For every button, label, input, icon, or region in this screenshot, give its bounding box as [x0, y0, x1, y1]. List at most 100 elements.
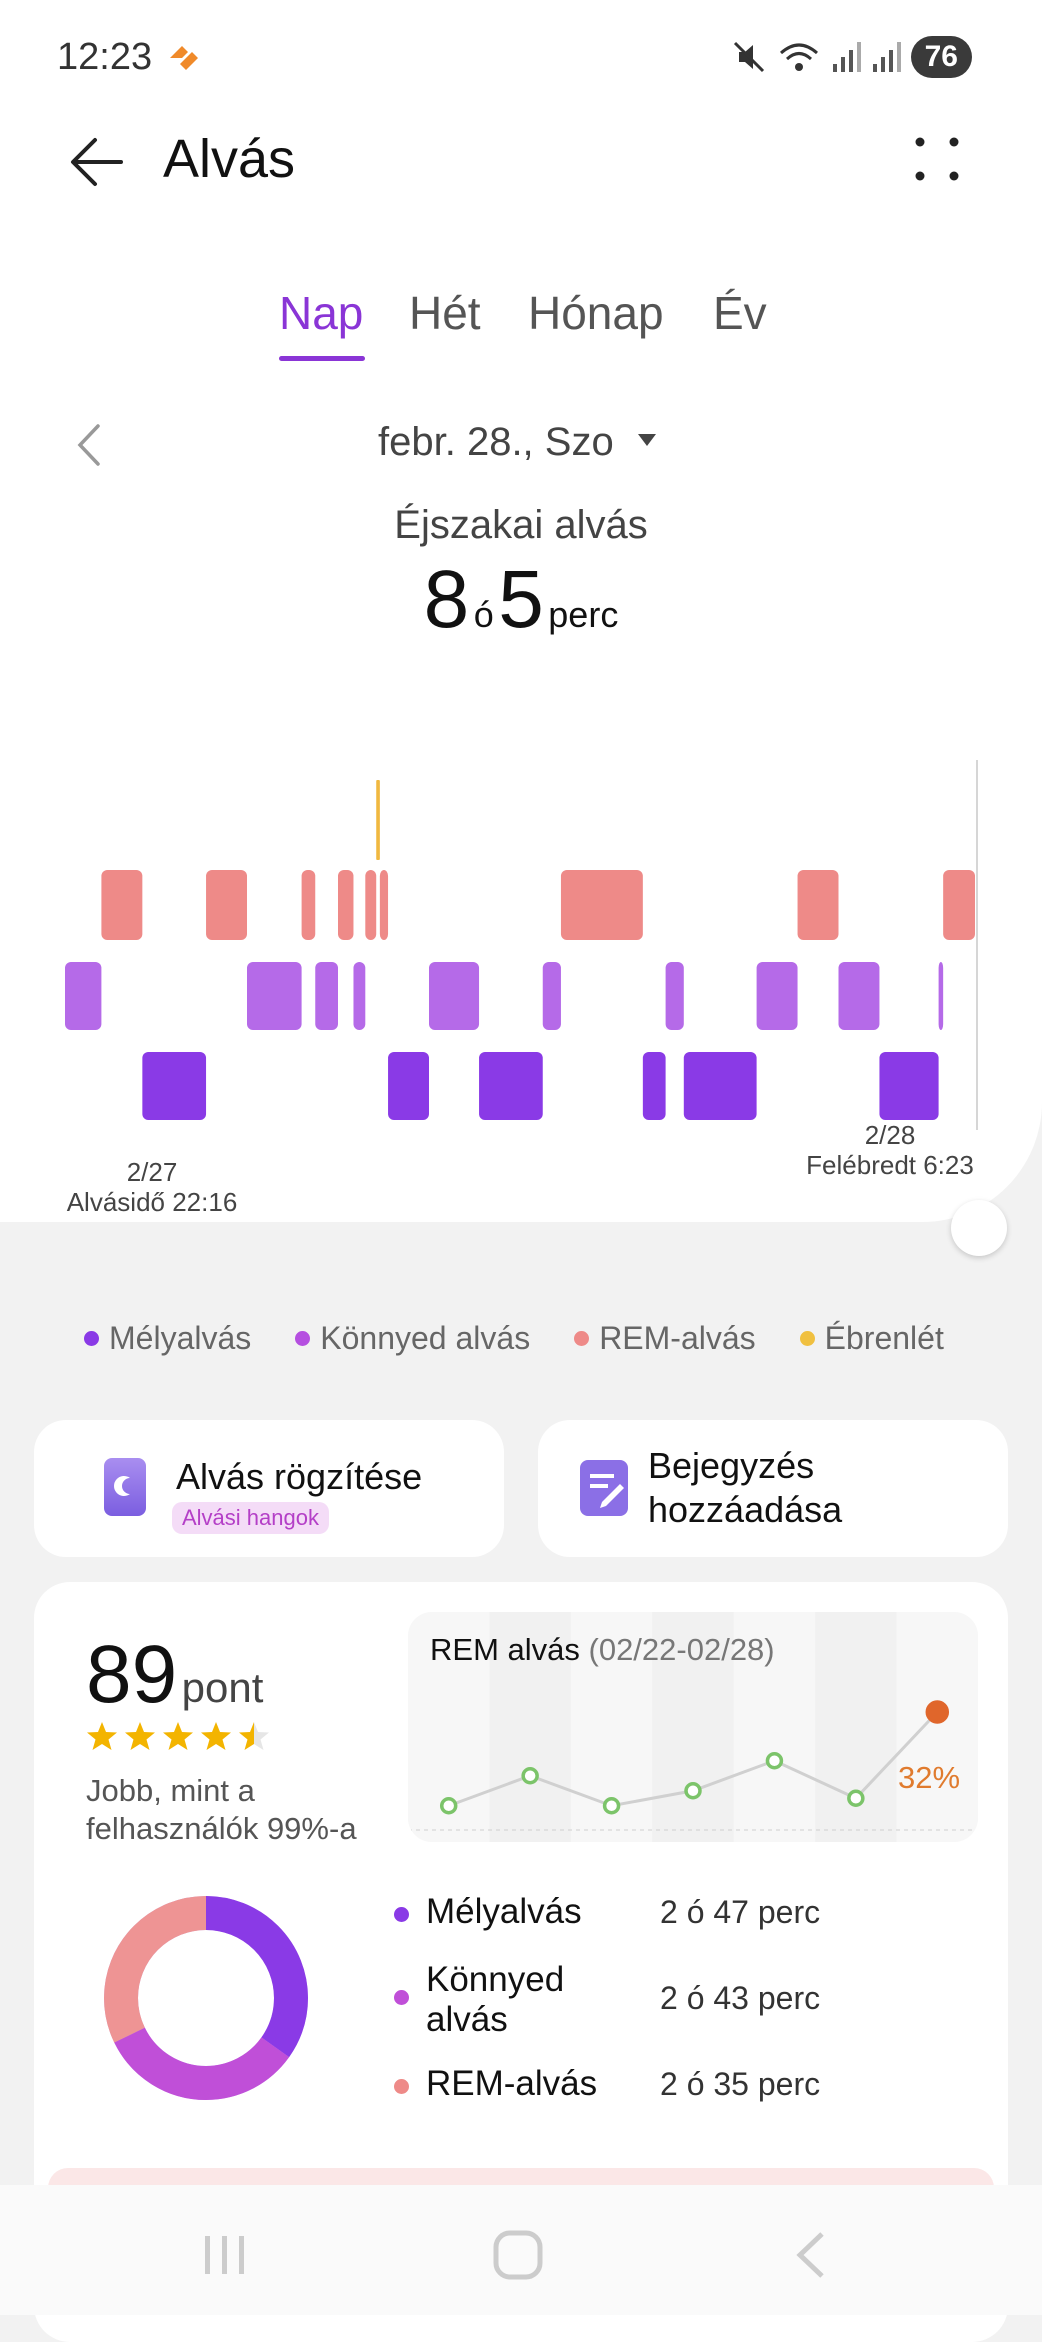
record-sleep-card[interactable]: Alvás rögzítése Alvási hangok — [34, 1420, 504, 1557]
sleep-duration: 8 ó 5 perc — [0, 553, 1042, 647]
recent-apps-icon[interactable] — [195, 2230, 255, 2280]
stage-duration: 2 ó 47 perc — [660, 1894, 821, 1930]
sleep-stage-segment — [206, 870, 247, 940]
stage-breakdown: Mélyalvás 2 ó 47 perc Könnyed alvás 2 ó … — [390, 1882, 990, 2140]
star-icon — [163, 1722, 193, 1750]
tab-month[interactable]: Hónap — [528, 287, 664, 339]
system-navigation-bar — [0, 2185, 1042, 2315]
legend-deep: Mélyalvás — [84, 1320, 251, 1357]
star-icon — [125, 1722, 155, 1750]
rem-trend-point — [847, 1789, 865, 1807]
app-notification-icon — [166, 40, 202, 75]
rem-trend-panel[interactable]: REM alvás (02/22-02/28) 32% — [408, 1612, 978, 1842]
half-star-icon — [239, 1722, 269, 1750]
stage-duration: 2 ó 35 perc — [660, 2066, 821, 2102]
sleep-stage-segment — [379, 870, 389, 940]
sleep-stage-segment — [101, 870, 143, 940]
sleep-stage-segment — [879, 1052, 939, 1120]
sleep-stage-segment — [542, 962, 561, 1030]
sleep-stage-segment — [938, 962, 944, 1030]
duration-minutes: 5 — [498, 554, 544, 645]
star-rating — [86, 1720, 286, 1765]
star-icon — [87, 1722, 117, 1750]
mute-icon — [733, 41, 764, 73]
page-title: Alvás — [163, 129, 296, 189]
sleep-stage-chart[interactable] — [0, 740, 1042, 1140]
active-tab-indicator — [279, 356, 365, 361]
tab-day[interactable]: Nap — [279, 287, 364, 339]
stage-distribution-donut — [104, 1896, 308, 2100]
legend-dot — [574, 1331, 590, 1346]
sleep-stage-segment — [479, 1052, 543, 1120]
chart-legend: Mélyalvás Könnyed alvás REM-alvás Ébrenl… — [84, 1320, 944, 1357]
sleep-stage-segment — [756, 962, 798, 1030]
sleep-stage-segment — [429, 962, 480, 1030]
tab-week[interactable]: Hét — [409, 287, 481, 339]
rem-trend-point — [602, 1797, 621, 1815]
stage-name: Mélyalvás — [426, 1892, 582, 1931]
sleep-stage-segment — [560, 870, 643, 940]
rem-trend-point — [439, 1797, 458, 1815]
sleep-stage-segment — [642, 1052, 666, 1120]
rem-trend-point — [521, 1767, 539, 1785]
sleep-stage-segment — [683, 1052, 757, 1120]
sleep-start-date: 2/27 — [126, 1157, 178, 1187]
sleep-stage-segment — [247, 962, 302, 1030]
legend-dot — [295, 1331, 311, 1346]
tab-year[interactable]: Év — [713, 287, 767, 339]
stage-name: REM-alvás — [426, 2064, 598, 2103]
legend-dot — [799, 1331, 815, 1346]
star-icon — [201, 1722, 231, 1750]
day-column — [896, 1612, 978, 1842]
wake-time: Felébredt 6:23 — [806, 1150, 974, 1180]
chart-scrubber-handle[interactable] — [951, 1200, 1007, 1256]
sleep-stage-segment — [943, 870, 975, 940]
home-icon[interactable] — [488, 2230, 548, 2280]
legend-dot — [84, 1331, 99, 1346]
sleep-stage-segment — [365, 870, 377, 940]
sleep-type-title: Éjszakai alvás — [394, 503, 648, 547]
sleep-stage-segment — [665, 962, 684, 1030]
sleep-stage-segment — [376, 780, 380, 860]
score-value: 89 — [86, 1629, 178, 1720]
day-column — [489, 1612, 571, 1842]
sleep-stage-segment — [797, 870, 839, 940]
date-selector[interactable]: febr. 28., Szo — [378, 420, 614, 464]
sleep-score: 89 pont — [86, 1628, 263, 1722]
stage-duration: 2 ó 43 perc — [660, 1980, 821, 2016]
rem-trend-point — [684, 1782, 702, 1800]
rem-trend-point — [765, 1752, 784, 1770]
stage-name: Könnyed alvás — [426, 1960, 565, 2039]
status-icons: 76 — [731, 36, 972, 78]
sleep-start-time: Alvásidő 22:16 — [66, 1187, 238, 1217]
sleep-stage-segment — [388, 1052, 429, 1120]
dropdown-caret-icon[interactable] — [636, 432, 658, 448]
sleep-stage-segment — [301, 870, 316, 940]
signal-icon-1 — [832, 42, 861, 72]
day-column — [815, 1612, 897, 1842]
rem-latest-value: 32% — [898, 1760, 961, 1795]
day-column — [652, 1612, 734, 1842]
sleep-stage-segment — [838, 962, 880, 1030]
score-unit: pont — [181, 1664, 264, 1711]
duration-hours-unit: ó — [473, 594, 494, 635]
stage-dot — [394, 2079, 409, 2094]
stage-dot — [394, 1907, 409, 1922]
duration-minutes-unit: perc — [548, 594, 619, 635]
add-note-label: Bejegyzés hozzáadása — [648, 1445, 843, 1530]
note-icon — [580, 1460, 628, 1516]
sleep-stage-segment — [353, 962, 366, 1030]
back-arrow-icon[interactable] — [65, 130, 129, 194]
signal-icon-2 — [872, 42, 901, 72]
score-comparison: Jobb, mint a felhasználók 99%-a — [86, 1773, 357, 1846]
sleep-stage-segment — [338, 870, 354, 940]
breakdown-row-rem: REM-alvás 2 ó 35 perc — [390, 2054, 990, 2140]
previous-day-icon[interactable] — [70, 420, 110, 470]
breakdown-row-light: Könnyed alvás 2 ó 43 perc — [390, 1960, 990, 2054]
date-navigation: febr. 28., Szo — [0, 410, 1042, 480]
more-options-icon[interactable] — [914, 136, 960, 182]
add-note-card[interactable]: Bejegyzés hozzáadása — [538, 1420, 1008, 1557]
sleep-stage-segment — [142, 1052, 207, 1120]
back-nav-icon[interactable] — [782, 2230, 842, 2280]
sleep-stage-segment — [315, 962, 338, 1030]
